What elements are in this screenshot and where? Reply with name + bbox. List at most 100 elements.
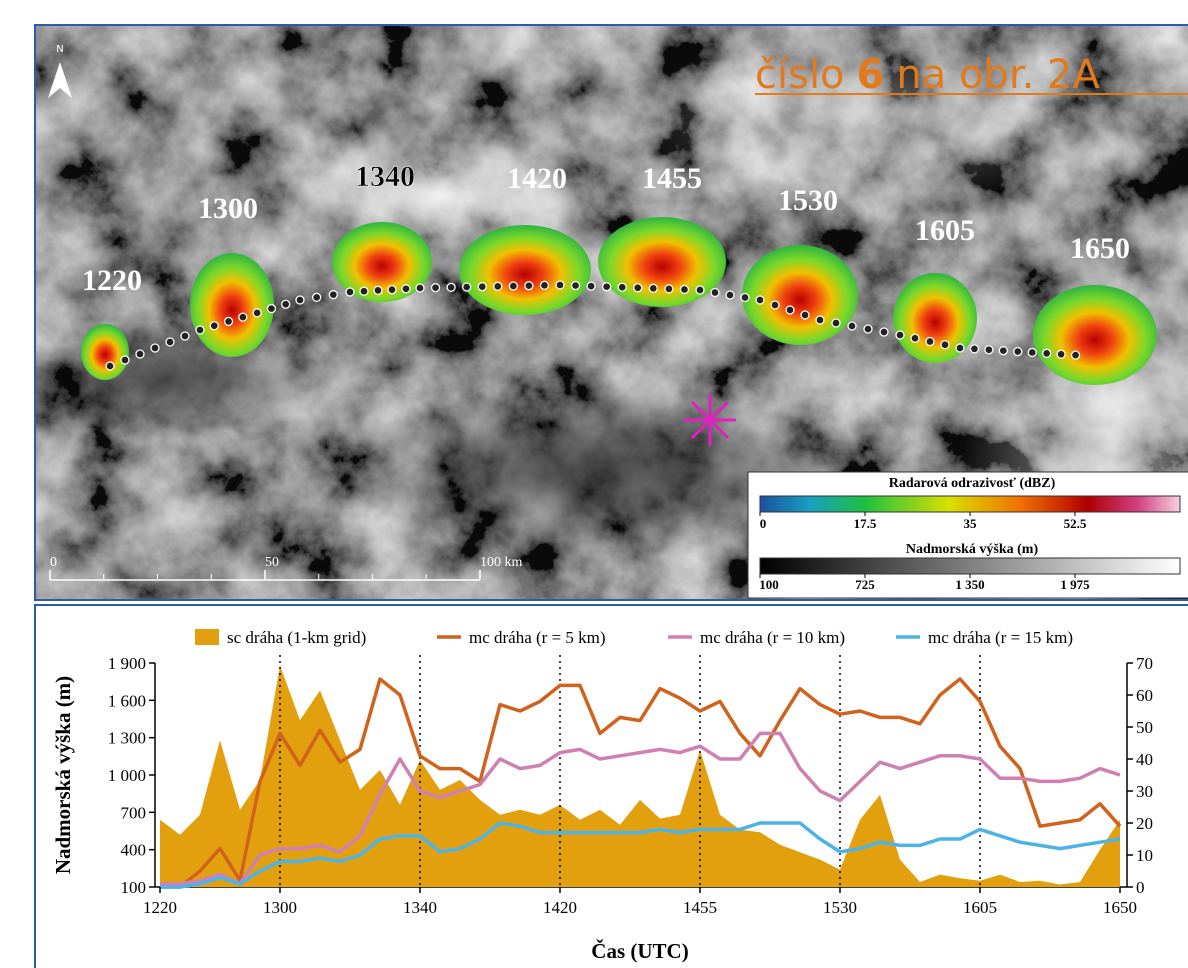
track-point — [911, 334, 919, 342]
track-point — [540, 281, 548, 289]
storm-time-label: 1455 — [642, 162, 702, 195]
storm-time-label: 1530 — [778, 184, 838, 217]
y-tick-label: 1 300 — [108, 729, 146, 748]
track-point — [196, 326, 204, 334]
elevation-tick-label: 1 350 — [955, 577, 984, 592]
track-point — [282, 300, 290, 308]
radar-echo — [459, 225, 591, 315]
track-point — [360, 287, 368, 295]
track-point — [388, 286, 396, 294]
page: N číslo6na obr. 2A 050100 km Radarová od… — [0, 0, 1188, 968]
y2-tick-label: 10 — [1136, 846, 1153, 865]
track-point — [181, 332, 189, 340]
radar-echo — [598, 217, 726, 307]
link-text[interactable]: na obr. 2A — [896, 52, 1100, 98]
y-tick-label: 400 — [121, 841, 147, 860]
x-tick-label: 1300 — [263, 898, 297, 917]
x-tick-label: 1420 — [543, 898, 577, 917]
track-point — [210, 322, 218, 330]
track-point — [711, 289, 719, 297]
storm-time-label: 1420 — [507, 162, 567, 195]
figure: N číslo6na obr. 2A 050100 km Radarová od… — [0, 0, 1188, 968]
track-point — [494, 282, 502, 290]
legend-label: mc dráha (r = 10 km) — [700, 628, 845, 647]
track-point — [816, 316, 824, 324]
track-point — [603, 283, 611, 291]
track-point — [771, 301, 779, 309]
track-point — [801, 311, 809, 319]
track-point — [941, 341, 949, 349]
track-point — [634, 284, 642, 292]
y-axis-title: Nadmorská výška (m) — [51, 676, 75, 874]
track-point — [618, 283, 626, 291]
track-point — [253, 309, 261, 317]
x-tick-label: 1220 — [143, 898, 177, 917]
storm-time-label: 1220 — [82, 264, 142, 297]
link-number[interactable]: 6 — [857, 52, 885, 98]
x-tick-label: 1455 — [683, 898, 717, 917]
track-point — [1028, 348, 1036, 356]
track-point — [832, 319, 840, 327]
y-tick-label: 700 — [121, 803, 147, 822]
track-point — [346, 288, 354, 296]
north-label: N — [56, 44, 63, 55]
radar-tick-label: 0 — [760, 516, 767, 531]
track-point — [696, 286, 704, 294]
elevation-tick-label: 100 — [759, 577, 779, 592]
y2-tick-label: 0 — [1136, 878, 1145, 897]
y2-tick-label: 30 — [1136, 782, 1153, 801]
track-point — [1043, 349, 1051, 357]
track-point — [956, 344, 964, 352]
x-tick-label: 1530 — [823, 898, 857, 917]
track-point — [572, 282, 580, 290]
radar-echo — [190, 253, 274, 357]
elevation-colorbar — [760, 558, 1180, 574]
track-point — [463, 283, 471, 291]
track-point — [756, 296, 764, 304]
elevation-legend-title: Nadmorská výška (m) — [906, 542, 1039, 557]
x-tick-label: 1650 — [1103, 898, 1137, 917]
track-point — [741, 294, 749, 302]
y2-tick-label: 50 — [1136, 718, 1153, 737]
track-point — [267, 305, 275, 313]
track-point — [680, 285, 688, 293]
storm-time-label: 1340 — [355, 160, 415, 193]
radar-colorbar — [760, 496, 1180, 512]
y2-tick-label: 20 — [1136, 814, 1153, 833]
link-text[interactable]: číslo — [755, 52, 845, 98]
track-point — [525, 282, 533, 290]
y2-tick-label: 60 — [1136, 686, 1153, 705]
track-point — [151, 344, 159, 352]
legend-label: mc dráha (r = 15 km) — [928, 628, 1073, 647]
track-point — [665, 285, 673, 293]
track-point — [447, 283, 455, 291]
track-point — [166, 338, 174, 346]
radar-tick-label: 35 — [964, 516, 978, 531]
track-point — [848, 322, 856, 330]
track-point — [313, 293, 321, 301]
track-point — [999, 347, 1007, 355]
track-point — [926, 338, 934, 346]
legend-swatch — [195, 629, 219, 645]
track-point — [587, 282, 595, 290]
x-axis-title: Čas (UTC) — [591, 939, 688, 963]
track-point — [374, 286, 382, 294]
track-point — [985, 346, 993, 354]
radar-echo — [1033, 285, 1157, 385]
track-point — [896, 331, 904, 339]
radar-echo — [81, 324, 129, 380]
track-point — [239, 313, 247, 321]
x-tick-label: 1340 — [403, 898, 437, 917]
track-point — [970, 345, 978, 353]
legend-label: sc dráha (1-km grid) — [227, 628, 366, 647]
radar-tick-label: 17.5 — [854, 516, 877, 531]
track-point — [649, 284, 657, 292]
track-point — [121, 356, 129, 364]
track-point — [402, 285, 410, 293]
track-point — [478, 283, 486, 291]
legend-label: mc dráha (r = 5 km) — [469, 628, 606, 647]
track-point — [296, 296, 304, 304]
track-point — [416, 284, 424, 292]
